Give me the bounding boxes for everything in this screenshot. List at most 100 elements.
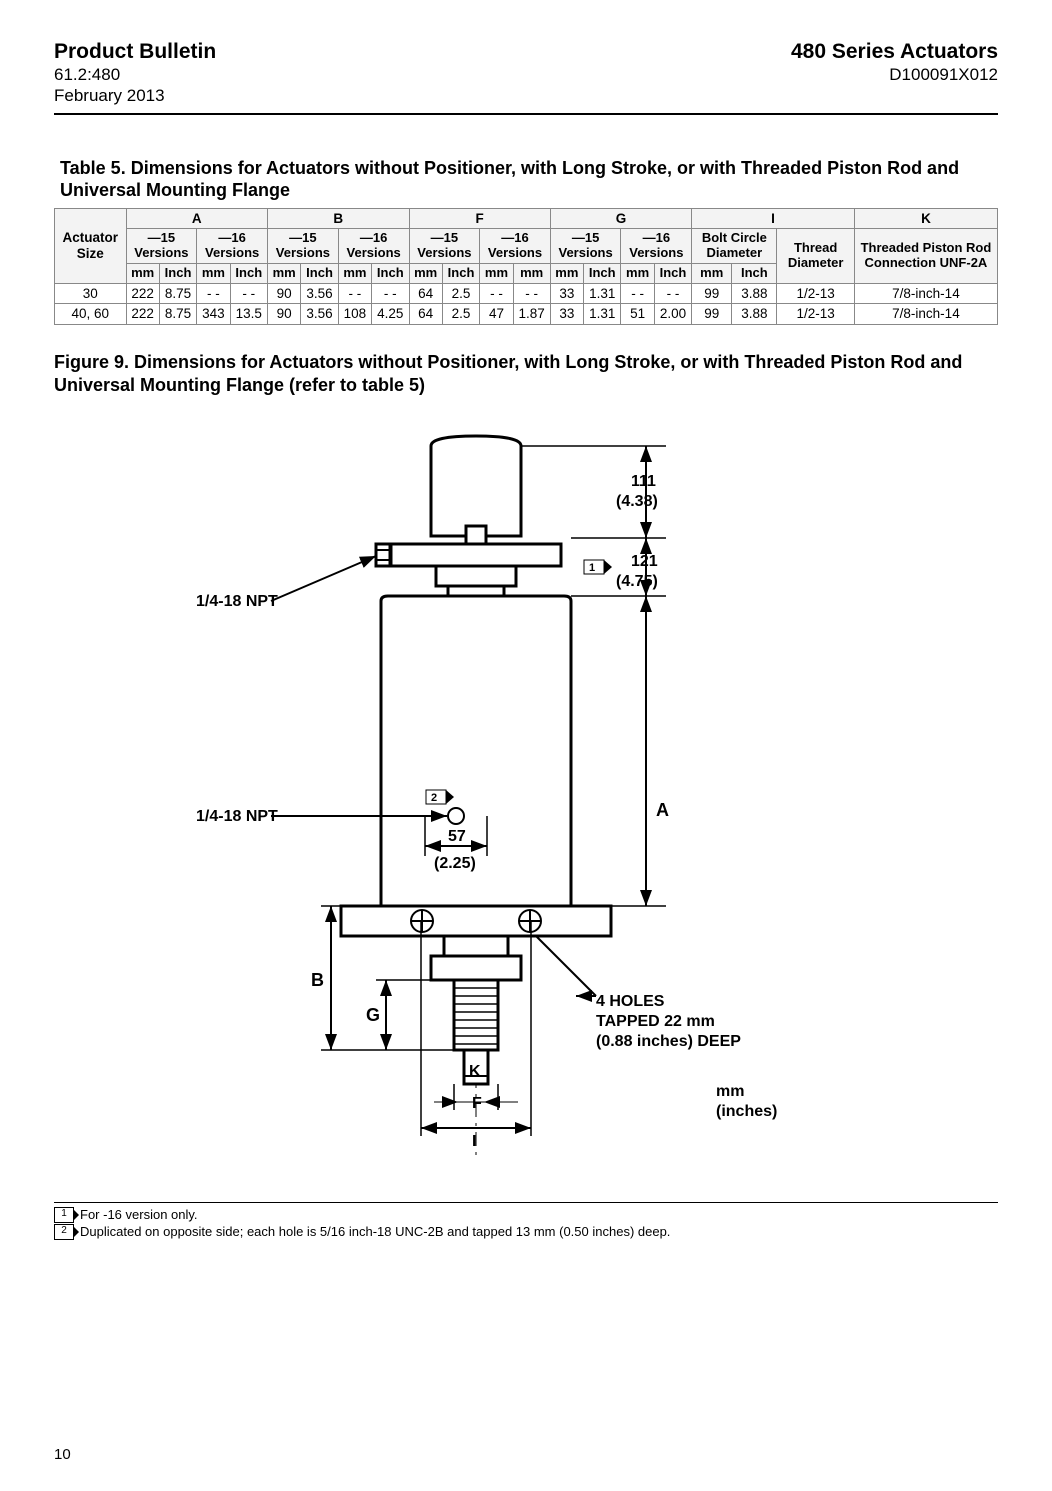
footnote-1-text: For -16 version only. xyxy=(80,1207,198,1224)
table-cell: 2.00 xyxy=(654,304,692,325)
col-group-a: A xyxy=(126,208,268,229)
unit-mm: mm xyxy=(338,264,371,284)
col-group-f: F xyxy=(409,208,550,229)
bulletin-date: February 2013 xyxy=(54,85,216,106)
dim-a: A xyxy=(656,800,669,820)
col-group-i: I xyxy=(692,208,855,229)
b-15: —15 Versions xyxy=(268,229,339,264)
table-cell: 1.31 xyxy=(583,304,621,325)
table-cell: 4.25 xyxy=(372,304,410,325)
unit-mm: mm xyxy=(126,264,159,284)
unit-inch: Inch xyxy=(301,264,339,284)
unit-mm: mm xyxy=(692,264,732,284)
table-cell: - - xyxy=(513,283,550,304)
page-header: Product Bulletin 61.2:480 February 2013 … xyxy=(54,40,998,115)
table-cell: 40, 60 xyxy=(55,304,127,325)
b-16: —16 Versions xyxy=(338,229,409,264)
table-caption: Table 5. Dimensions for Actuators withou… xyxy=(54,157,998,202)
dim-111: 111 xyxy=(631,473,656,490)
unit-mm: mm xyxy=(550,264,583,284)
table-cell: 51 xyxy=(621,304,654,325)
table-cell: 222 xyxy=(126,283,159,304)
bulletin-title: Product Bulletin xyxy=(54,40,216,64)
table-cell: 2.5 xyxy=(442,304,480,325)
table-cell: - - xyxy=(480,283,513,304)
unit-inch: Inch xyxy=(230,264,268,284)
note-icon-1: 1 xyxy=(54,1207,74,1223)
dim-f: F xyxy=(472,1095,482,1112)
f-16: —16 Versions xyxy=(480,229,550,264)
table-cell: 30 xyxy=(55,283,127,304)
table-cell: 99 xyxy=(692,283,732,304)
dim-57-in: (2.25) xyxy=(434,855,476,872)
dim-i: I xyxy=(472,1133,476,1150)
table-cell: 33 xyxy=(550,304,583,325)
svg-text:1: 1 xyxy=(589,562,595,574)
doc-number: D100091X012 xyxy=(791,64,998,85)
table-cell: - - xyxy=(372,283,410,304)
table-cell: 343 xyxy=(197,304,230,325)
unit-mm: mm xyxy=(621,264,654,284)
table-cell: 64 xyxy=(409,304,442,325)
dim-121-in: (4.75) xyxy=(616,573,658,590)
i-thread: Thread Diameter xyxy=(777,229,854,284)
table-cell: - - xyxy=(197,283,230,304)
npt-label-1: 1/4-18 NPT xyxy=(196,593,278,610)
header-right: 480 Series Actuators D100091X012 xyxy=(791,40,998,85)
f-15: —15 Versions xyxy=(409,229,480,264)
unit-inch: Inch xyxy=(732,264,777,284)
col-actuator-size: Actuator Size xyxy=(55,208,127,283)
footnotes: 1 For -16 version only. 2 Duplicated on … xyxy=(54,1202,998,1241)
table-cell: 8.75 xyxy=(159,283,197,304)
table-cell: 90 xyxy=(268,283,301,304)
units-mm: mm xyxy=(716,1083,744,1100)
a-16: —16 Versions xyxy=(197,229,268,264)
dim-57: 57 xyxy=(448,828,466,845)
col-group-k: K xyxy=(854,208,997,229)
dim-k: K xyxy=(469,1063,481,1080)
table-cell: 3.88 xyxy=(732,304,777,325)
table-cell: 1.87 xyxy=(513,304,550,325)
table-cell: 7/8-inch-14 xyxy=(854,304,997,325)
table-cell: 222 xyxy=(126,304,159,325)
unit-inch: Inch xyxy=(442,264,480,284)
holes-l2: TAPPED 22 mm xyxy=(596,1013,715,1030)
table-cell: 90 xyxy=(268,304,301,325)
svg-text:2: 2 xyxy=(431,792,437,804)
unit-inch: Inch xyxy=(159,264,197,284)
table-cell: 3.56 xyxy=(301,283,339,304)
dim-111-in: (4.38) xyxy=(616,493,658,510)
table-cell: 1.31 xyxy=(583,283,621,304)
product-title: 480 Series Actuators xyxy=(791,40,998,64)
table-cell: 8.75 xyxy=(159,304,197,325)
unit-inch: Inch xyxy=(583,264,621,284)
footnote-2-text: Duplicated on opposite side; each hole i… xyxy=(80,1224,670,1241)
holes-l3: (0.88 inches) DEEP xyxy=(596,1033,741,1050)
holes-l1: 4 HOLES xyxy=(596,993,665,1010)
units-in: (inches) xyxy=(716,1103,777,1120)
table-cell: 7/8-inch-14 xyxy=(854,283,997,304)
table-row: 40, 602228.7534313.5903.561084.25642.547… xyxy=(55,304,998,325)
table-cell: 3.56 xyxy=(301,304,339,325)
unit-mm: mm xyxy=(409,264,442,284)
figure-caption: Figure 9. Dimensions for Actuators witho… xyxy=(54,351,998,396)
figure-wrap: 1/4-18 NPT 1/4-18 NPT 2 111 (4.38) xyxy=(54,416,998,1176)
g-16: —16 Versions xyxy=(621,229,692,264)
unit-inch: Inch xyxy=(654,264,692,284)
actuator-figure: 1/4-18 NPT 1/4-18 NPT 2 111 (4.38) xyxy=(176,416,876,1176)
unit-inch: Inch xyxy=(372,264,410,284)
dim-121: 121 xyxy=(631,553,658,570)
unit-mm: mm xyxy=(513,264,550,284)
table-cell: - - xyxy=(338,283,371,304)
table-cell: 47 xyxy=(480,304,513,325)
a-15: —15 Versions xyxy=(126,229,197,264)
table-cell: 13.5 xyxy=(230,304,268,325)
col-group-b: B xyxy=(268,208,410,229)
table-cell: 64 xyxy=(409,283,442,304)
table-cell: 2.5 xyxy=(442,283,480,304)
g-15: —15 Versions xyxy=(550,229,621,264)
unit-mm: mm xyxy=(268,264,301,284)
table-row: 302228.75- -- -903.56- -- -642.5- -- -33… xyxy=(55,283,998,304)
dim-b: B xyxy=(311,970,324,990)
table-cell: - - xyxy=(621,283,654,304)
